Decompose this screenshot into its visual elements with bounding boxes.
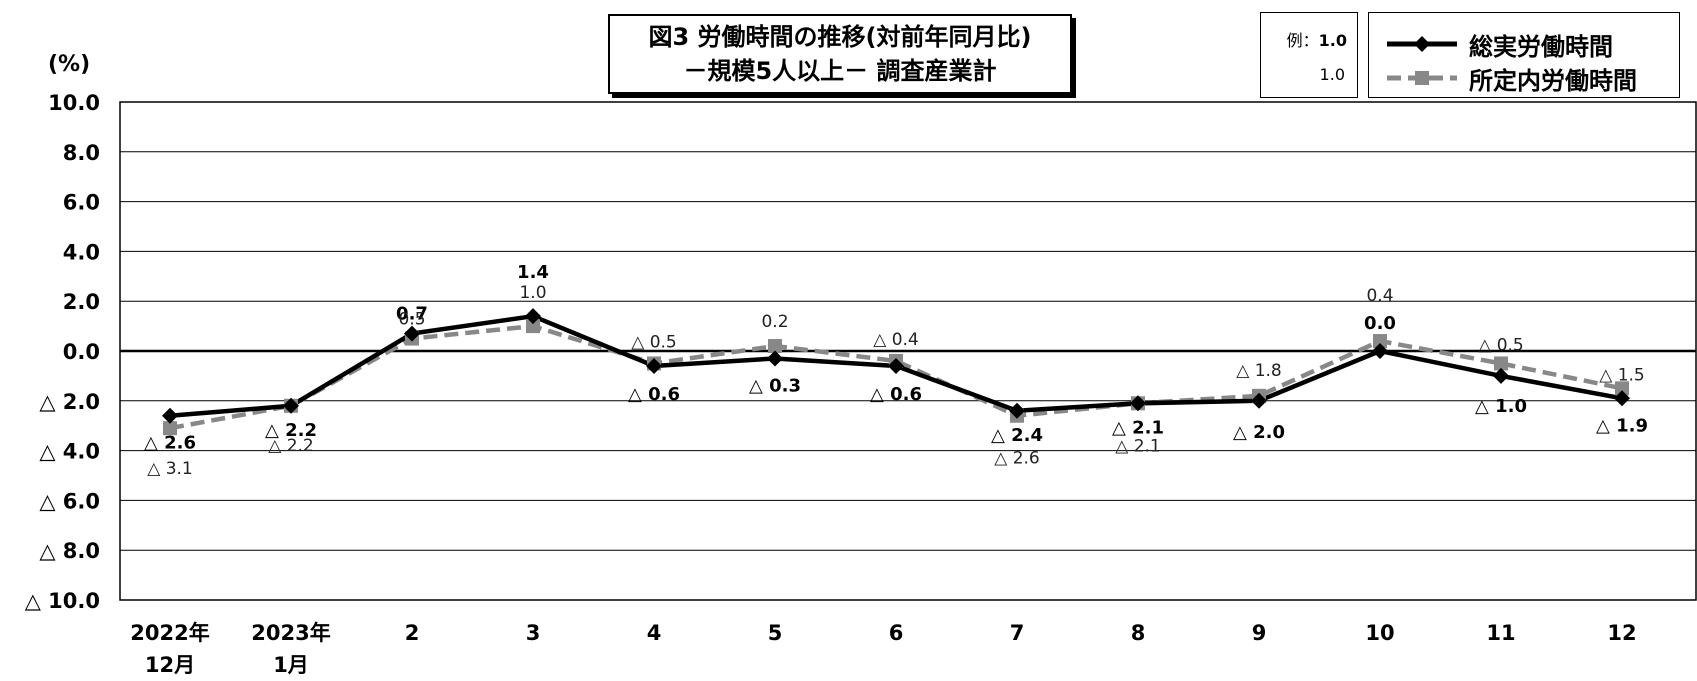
x-tick-label: 2 [405, 621, 420, 645]
chart-title-box: 図3 労働時間の推移(対前年同月比) －規模5人以上－ 調査産業計 [608, 14, 1072, 94]
data-label-scheduled: 0.2 [761, 312, 788, 332]
y-tick-label: 0.0 [63, 340, 100, 364]
data-label-total: △ 2.6 [144, 433, 196, 454]
x-tick-label: 2023年 1月 [251, 621, 330, 677]
y-axis-ticks: 10.0 8.0 6.0 4.0 2.0 0.0 △ 2.0 △ 4.0 △ 6.0 △ 8.0 △… [25, 91, 100, 613]
y-tick-label: △ 10.0 [25, 589, 100, 613]
marker-total [162, 407, 178, 424]
y-tick-label: 10.0 [48, 91, 100, 115]
example-scheduled-value: 1.0 [1319, 65, 1345, 84]
data-label-total: △ 2.2 [265, 420, 317, 441]
data-label-scheduled: △ 2.2 [268, 436, 314, 456]
y-axis-unit: (%) [48, 52, 91, 77]
marker-scheduled [526, 319, 540, 334]
data-label-total: △ 1.9 [1596, 415, 1648, 436]
y-tick-label: △ 6.0 [39, 489, 100, 513]
x-tick-label: 11 [1486, 621, 1515, 645]
x-axis-ticks: 2022年 12月 2023年 1月 2 3 4 5 6 7 8 9 10 11 12 [130, 621, 1636, 677]
marker-total [404, 325, 420, 342]
x-tick-label: 6 [889, 621, 904, 645]
example-box: 例：1.0 1.0 [1260, 12, 1358, 98]
data-label-scheduled: △ 1.8 [1236, 361, 1282, 381]
data-label-total: △ 2.1 [1112, 417, 1164, 438]
data-label-total: △ 1.0 [1475, 396, 1527, 417]
marker-scheduled [1373, 334, 1387, 349]
data-label-scheduled: △ 2.1 [1115, 436, 1161, 456]
marker-scheduled [1615, 381, 1629, 396]
marker-scheduled [1494, 356, 1508, 371]
marker-total [525, 308, 541, 325]
data-label-scheduled: △ 0.4 [873, 330, 919, 350]
x-tick-label: 4 [647, 621, 662, 645]
marker-total [1372, 343, 1388, 359]
marker-total [646, 357, 662, 374]
x-tick-label: 12 [1607, 621, 1636, 645]
y-tick-label: 4.0 [63, 240, 100, 264]
data-label-scheduled: △ 3.1 [147, 459, 193, 479]
y-tick-label: △ 2.0 [39, 390, 100, 414]
legend-item-scheduled: 所定内労働時間 [1385, 63, 1637, 95]
data-label-total: △ 0.6 [628, 384, 680, 405]
data-label-scheduled: 1.0 [519, 283, 546, 303]
data-label-total: △ 0.6 [870, 384, 922, 405]
example-total: 例：1.0 [1287, 27, 1347, 51]
marker-total [1493, 367, 1509, 384]
x-tick-label: 2022年 12月 [130, 621, 209, 677]
x-tick-label: 7 [1010, 621, 1025, 645]
marker-total [767, 350, 783, 367]
x-tick-label: 10 [1365, 621, 1394, 645]
y-tick-label: △ 4.0 [39, 440, 100, 464]
chart-subtitle: －規模5人以上－ 調査産業計 [683, 57, 997, 85]
marker-total [1614, 390, 1630, 407]
legend-line-diamond-icon [1387, 36, 1457, 52]
x-tick-label: 3 [526, 621, 541, 645]
legend: 総実労働時間 所定内労働時間 [1368, 12, 1680, 98]
series-markers [162, 308, 1630, 436]
chart-title: 図3 労働時間の推移(対前年同月比) [648, 23, 1032, 51]
x-tick-label: 5 [768, 621, 783, 645]
data-label-scheduled: △ 0.5 [1478, 335, 1524, 355]
example-total-value: 1.0 [1318, 31, 1347, 50]
marker-total [1251, 392, 1267, 409]
marker-scheduled [768, 339, 782, 354]
y-tick-label: 2.0 [63, 290, 100, 314]
marker-total [283, 397, 299, 414]
legend-line-square-icon [1387, 71, 1457, 85]
y-tick-label: 8.0 [63, 141, 100, 165]
marker-total [1009, 402, 1025, 419]
data-label-scheduled: 0.5 [398, 310, 425, 330]
marker-scheduled [163, 421, 177, 436]
data-label-total: △ 2.0 [1233, 422, 1285, 443]
data-label-scheduled: 0.4 [1366, 286, 1393, 306]
example-label: 例： [1286, 31, 1319, 50]
data-labels: △ 2.6 △ 2.2 0.7 1.4 △ 0.6 △ 0.3 △ 0.6 △ 2.4 △ 2.… [144, 262, 1648, 479]
y-tick-label: 6.0 [63, 191, 100, 215]
marker-total [888, 357, 904, 374]
data-label-scheduled: △ 1.5 [1599, 365, 1645, 385]
data-label-total: 0.7 [396, 304, 428, 325]
data-label-scheduled: △ 0.5 [631, 332, 677, 352]
x-tick-label: 9 [1252, 621, 1267, 645]
legend-label-scheduled: 所定内労働時間 [1469, 66, 1637, 95]
legend-item-total: 総実労働時間 [1385, 29, 1613, 61]
data-label-total: △ 0.3 [749, 375, 801, 396]
data-label-scheduled: △ 2.6 [994, 449, 1040, 469]
data-label-total: △ 2.4 [991, 425, 1043, 446]
marker-total [1130, 395, 1146, 412]
legend-label-total: 総実労働時間 [1469, 32, 1613, 61]
y-tick-label: △ 8.0 [39, 539, 100, 563]
data-label-total: 0.0 [1364, 313, 1396, 334]
x-tick-label: 8 [1131, 621, 1146, 645]
data-label-total: 1.4 [517, 262, 549, 283]
